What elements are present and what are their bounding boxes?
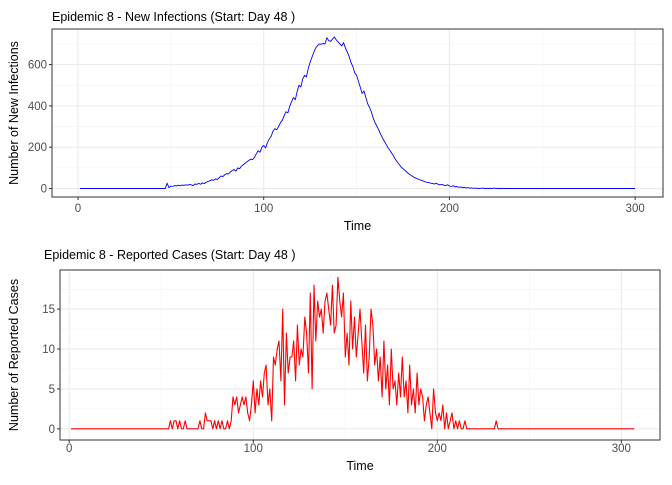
series-line (79, 36, 636, 189)
x-tick-label: 0 (66, 443, 72, 455)
y-tick-label: 0 (41, 184, 47, 196)
x-tick-label: 100 (254, 203, 273, 215)
y-tick-label: 10 (42, 344, 55, 356)
y-tick-label: 200 (28, 142, 47, 154)
chart-title: Epidemic 8 - New Infections (Start: Day … (52, 10, 295, 24)
panel-border (59, 269, 661, 441)
x-tick-label: 200 (440, 203, 459, 215)
y-axis-title: Number of Reported Cases (7, 279, 21, 431)
x-tick-label: 100 (244, 443, 263, 455)
x-axis-title: Time (346, 459, 373, 473)
x-tick-label: 200 (428, 443, 447, 455)
y-tick-label: 15 (42, 304, 55, 316)
y-tick-label: 400 (28, 101, 47, 113)
panel-border (51, 28, 664, 198)
y-axis-title: Number of New Infections (7, 41, 21, 185)
chart-title: Epidemic 8 - Reported Cases (Start: Day … (44, 248, 296, 262)
y-tick-label: 600 (28, 60, 47, 72)
x-axis-title: Time (344, 219, 371, 233)
x-tick-label: 300 (612, 443, 631, 455)
x-tick-label: 300 (626, 203, 645, 215)
x-tick-label: 0 (75, 203, 81, 215)
chart-panel-1: 0 100 200 300 0 200 400 600 Epidemic 8 - New Inf… (7, 10, 664, 233)
series-line (71, 276, 635, 430)
chart-panel-2: 0 100 200 300 0 5 10 15 Epidemic 8 - Reported Ca… (7, 248, 661, 473)
y-tick-label: 0 (49, 424, 55, 436)
y-tick-label: 5 (49, 384, 55, 396)
